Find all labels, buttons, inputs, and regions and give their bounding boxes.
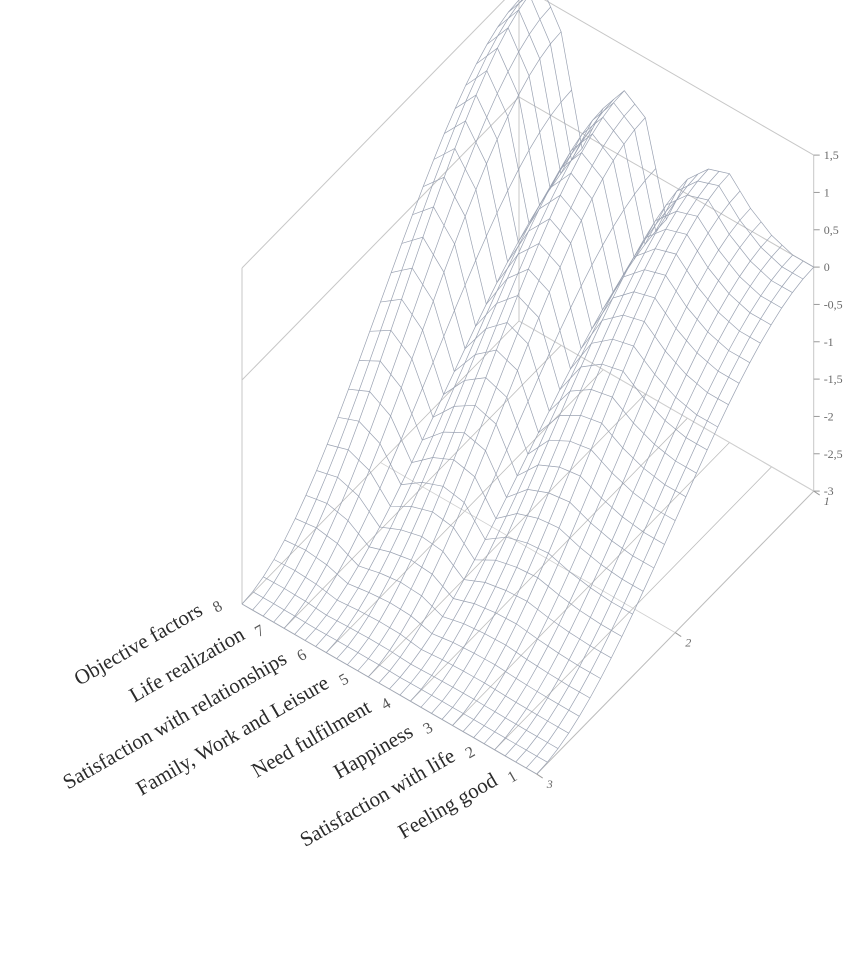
- axes-box-edge: [543, 0, 814, 156]
- value-tick-label: 0,5: [824, 223, 839, 237]
- surface-mesh-line: [262, 0, 527, 617]
- depth-axis: 1 2 3: [536, 490, 830, 791]
- surface-mesh-line: [378, 168, 657, 684]
- surface-mesh-line: [241, 0, 520, 605]
- category-tick-number: 7: [252, 622, 267, 641]
- surface-mesh-line: [316, 470, 612, 659]
- surface-mesh-line: [444, 120, 740, 384]
- category-tick-number: 3: [421, 719, 436, 738]
- surface-mesh-line: [420, 173, 699, 708]
- value-tick-label: -0,5: [824, 297, 843, 311]
- surface-mesh-line: [452, 173, 730, 726]
- value-tick-label: -1,5: [824, 372, 843, 386]
- depth-tick-mark: [536, 773, 543, 779]
- surface-mesh-line: [483, 221, 762, 744]
- category-tick-number: 2: [463, 744, 478, 763]
- surface-mesh-line: [401, 236, 697, 474]
- depth-tick-label: 2: [685, 636, 691, 650]
- surface-mesh-line: [422, 176, 718, 428]
- surface-mesh-line: [327, 444, 623, 637]
- category-tick-number: 8: [210, 598, 225, 617]
- category-tick-number: 1: [505, 768, 520, 787]
- surface-mesh-line: [273, 6, 551, 623]
- surface-mesh-line: [515, 254, 793, 763]
- surface-mesh-line: [337, 416, 633, 615]
- surface-mesh-line: [315, 128, 593, 647]
- surface-mesh-line: [368, 117, 646, 678]
- value-tick-label: 1,5: [824, 148, 839, 162]
- surface-mesh-line: [462, 190, 741, 732]
- category-tick-number: 6: [294, 646, 309, 665]
- surface-mesh-line: [441, 171, 720, 720]
- surface-mesh-line: [486, 27, 782, 309]
- surface-mesh-line: [497, 9, 793, 293]
- surface-mesh-line: [536, 266, 814, 775]
- surface-mesh-line: [304, 148, 583, 641]
- value-tick-label: -2,5: [824, 447, 843, 461]
- surface-mesh: [241, 0, 814, 775]
- surface-mesh-line: [380, 298, 676, 521]
- floor-grid-line: [518, 320, 814, 492]
- value-tick-label: -2: [824, 409, 834, 423]
- depth-tick-label: 1: [824, 494, 830, 508]
- surface-mesh-line: [504, 244, 783, 757]
- surface-mesh-line: [476, 47, 772, 326]
- value-tick-label: -3: [824, 484, 834, 498]
- value-tick-label: 0: [824, 260, 830, 274]
- zero-plane-line: [241, 96, 814, 381]
- surface-mesh-line: [336, 99, 614, 659]
- axes-box-edge: [241, 0, 506, 269]
- surface-mesh-line: [325, 108, 604, 653]
- surface-mesh-line: [357, 103, 636, 672]
- surface-mesh-line: [410, 179, 688, 702]
- surface-mesh-line: [295, 518, 591, 699]
- surface-mesh-line: [294, 89, 572, 635]
- surface-mesh-line: [525, 260, 804, 769]
- surface-mesh-line: [283, 31, 562, 629]
- surface-mesh-line: [399, 199, 678, 696]
- surface-mesh-line: [347, 90, 625, 666]
- surface-mesh-line: [494, 235, 772, 751]
- surface-mesh-line: [391, 267, 687, 498]
- category-tick-number: 4: [378, 695, 393, 714]
- value-tick-label: -1: [824, 335, 834, 349]
- surface-mesh-line: [465, 70, 761, 344]
- depth-tick-label: 3: [546, 777, 553, 791]
- depth-tick-mark: [813, 490, 820, 496]
- surface-mesh-line: [473, 208, 751, 738]
- surface-mesh-line: [252, 0, 523, 611]
- value-tick-label: 1: [824, 185, 830, 199]
- depth-tick-mark: [674, 632, 682, 638]
- category-tick-number: 5: [336, 671, 351, 690]
- surface-mesh-line: [348, 388, 644, 592]
- surface-mesh-line: [519, 0, 814, 268]
- value-axis: 1,5 1 0,5 0 -0,5 -1 -1,5 -2 -2,5 -3: [813, 148, 843, 498]
- surface-mesh-line: [389, 219, 667, 690]
- surface-mesh-line: [431, 168, 709, 714]
